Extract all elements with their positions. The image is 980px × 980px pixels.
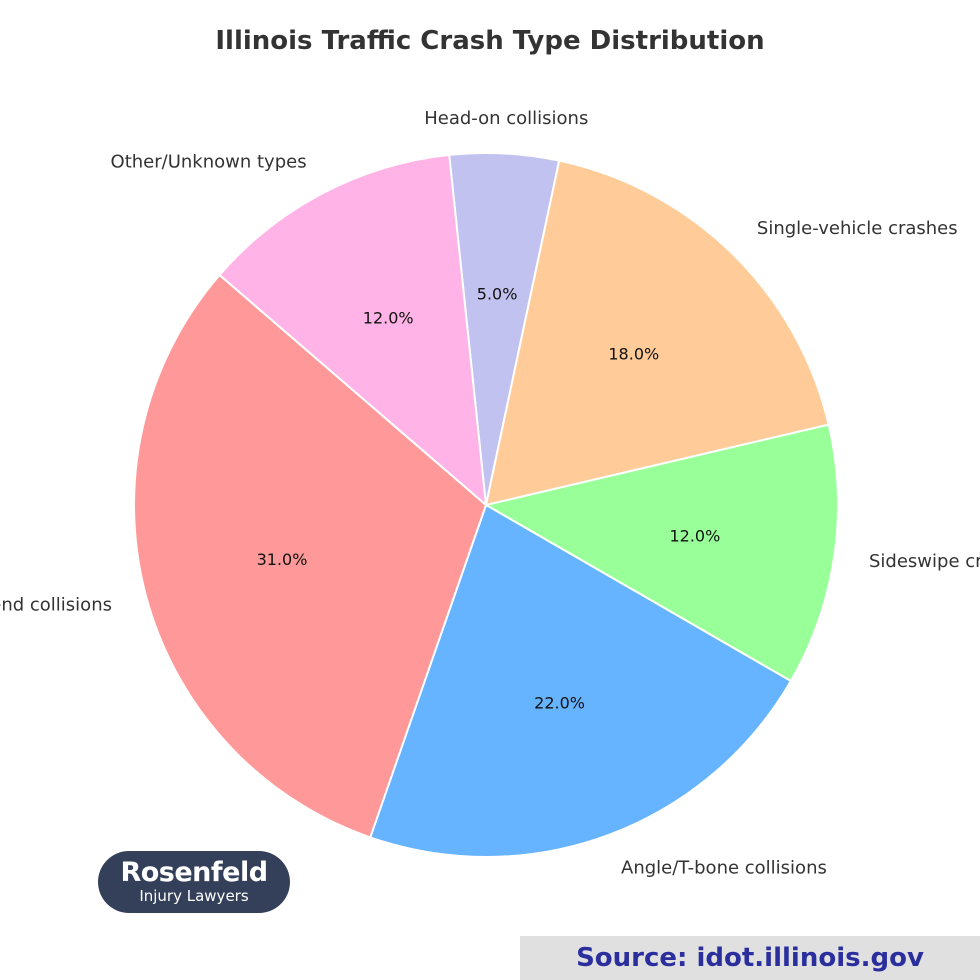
slice-label-angle-t-bone-collisions: Angle/T-bone collisions bbox=[621, 857, 827, 878]
category-labels: Head-on collisions Single-vehicle crashes… bbox=[0, 108, 980, 879]
percent-label-angle-t-bone-collisions: 22.0% bbox=[534, 694, 585, 713]
logo-name: Rosenfeld bbox=[120, 857, 268, 888]
percent-label-single-vehicle-crashes: 18.0% bbox=[608, 345, 659, 364]
pie-slice-sideswipe-crashes bbox=[483, 423, 839, 683]
pie-slices bbox=[133, 152, 839, 858]
logo-subtitle: Injury Lawyers bbox=[139, 887, 249, 905]
slice-label-sideswipe-crashes: Sideswipe crashes bbox=[869, 551, 980, 572]
source-text: Source: idot.illinois.gov bbox=[576, 943, 924, 973]
percent-labels: 5.0% 18.0% 12.0% 22.0% 31.0% 12.0% bbox=[257, 285, 721, 713]
percent-label-rear-end-collisions: 31.0% bbox=[257, 550, 308, 569]
slice-label-rear-end-collisions: Rear-end collisions bbox=[0, 595, 112, 616]
pie-slice-single-vehicle-crashes bbox=[484, 159, 830, 507]
pie-slice-rear-end-collisions bbox=[133, 273, 488, 839]
chart-title: Illinois Traffic Crash Type Distribution bbox=[215, 26, 765, 56]
pie-slice-other-unknown-types bbox=[218, 153, 488, 508]
rosenfeld-logo: Rosenfeld Injury Lawyers bbox=[98, 851, 290, 913]
percent-label-sideswipe-crashes: 12.0% bbox=[669, 526, 720, 545]
source-box: Source: idot.illinois.gov bbox=[520, 936, 980, 980]
slice-label-head-on-collisions: Head-on collisions bbox=[424, 108, 588, 129]
pie-slice-angle-t-bone-collisions bbox=[368, 503, 793, 858]
percent-label-other-unknown-types: 12.0% bbox=[363, 308, 414, 327]
slice-label-single-vehicle-crashes: Single-vehicle crashes bbox=[757, 218, 958, 239]
percent-label-head-on-collisions: 5.0% bbox=[477, 285, 518, 304]
slice-label-other-unknown-types: Other/Unknown types bbox=[111, 151, 307, 172]
